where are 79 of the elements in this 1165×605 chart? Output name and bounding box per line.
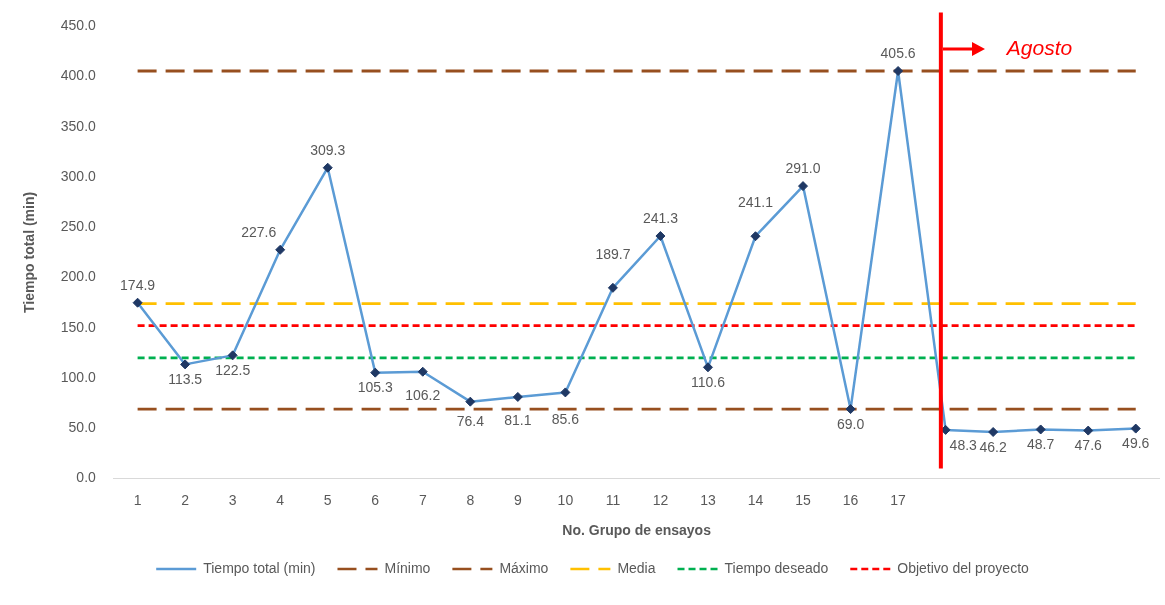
point (845, 404, 856, 415)
data-label: 46.2 (979, 438, 1007, 455)
point (893, 66, 904, 76)
x-tick-label: 16 (842, 491, 859, 508)
y-tick-label: 100.0 (60, 368, 97, 385)
data-label: 241.1 (737, 194, 774, 211)
data-label: 241.3 (642, 209, 679, 226)
ref-line-label: Agosto (1004, 36, 1073, 60)
data-label: 113.5 (168, 371, 203, 388)
x-tick-label: 9 (513, 491, 522, 508)
point (370, 367, 381, 378)
x-tick-label: 17 (890, 491, 907, 508)
point (465, 396, 476, 407)
data-label: 110.6 (690, 374, 726, 391)
x-tick-label: 10 (557, 491, 574, 508)
x-tick-label: 8 (466, 491, 475, 508)
y-tick-label: 400.0 (60, 67, 97, 84)
y-tick-label: 450.0 (60, 17, 97, 34)
point (417, 366, 428, 377)
point (560, 387, 571, 398)
data-label: 227.6 (241, 223, 277, 240)
y-tick-label: 350.0 (60, 117, 97, 134)
y-axis-title: Tiempo total (min) (21, 191, 38, 313)
legend-label: Máximo (499, 559, 549, 576)
data-label: 309.3 (310, 141, 346, 158)
data-label: 48.7 (1027, 436, 1055, 453)
data-label: 81.1 (504, 411, 532, 428)
legend-label: Media (617, 559, 656, 576)
data-label: 47.6 (1074, 437, 1103, 454)
point (702, 362, 713, 373)
x-tick-label: 12 (652, 491, 669, 508)
x-tick-label: 5 (323, 491, 332, 508)
x-tick-label: 2 (181, 491, 190, 508)
data-label: 76.4 (456, 412, 485, 429)
data-label: 291.0 (785, 159, 821, 176)
x-axis-title: No. Grupo de ensayos (562, 522, 712, 539)
x-tick-label: 14 (747, 491, 764, 508)
y-tick-label: 150.0 (60, 318, 97, 335)
point (1130, 423, 1141, 434)
data-label: 48.3 (949, 436, 978, 453)
legend-label: Objetivo del proyecto (897, 559, 1030, 576)
point (1083, 425, 1094, 436)
data-label: 189.7 (595, 245, 631, 262)
point (750, 231, 761, 242)
data-label: 405.6 (880, 44, 916, 61)
legend-label: Tiempo total (min) (203, 559, 316, 576)
x-tick-label: 6 (371, 491, 380, 508)
point (275, 244, 286, 255)
point (512, 391, 523, 402)
legend-label: Tiempo deseado (724, 559, 829, 576)
data-label: 122.5 (215, 362, 251, 379)
point (798, 181, 809, 192)
y-tick-label: 300.0 (60, 167, 97, 184)
legend-label: Mínimo (384, 559, 431, 576)
x-tick-label: 3 (228, 491, 237, 508)
point (1035, 424, 1046, 435)
x-tick-label: 13 (700, 491, 716, 508)
data-label: 85.6 (551, 411, 580, 428)
data-label: 49.6 (1122, 435, 1150, 452)
y-tick-label: 0.0 (76, 469, 97, 486)
x-tick-label: 4 (276, 491, 285, 508)
x-tick-label: 15 (795, 491, 812, 508)
point (322, 162, 333, 173)
x-tick-label: 11 (605, 491, 621, 508)
data-label: 69.0 (836, 415, 865, 432)
point (180, 359, 191, 370)
y-tick-label: 200.0 (60, 268, 97, 285)
x-tick-label: 7 (418, 491, 427, 508)
point (132, 297, 143, 308)
y-tick-label: 50.0 (68, 419, 97, 436)
point (607, 282, 618, 293)
point (227, 350, 238, 361)
x-tick-label: 1 (133, 491, 142, 508)
data-label: 106.2 (405, 386, 441, 403)
data-label: 105.3 (357, 379, 393, 396)
data-label: 174.9 (120, 276, 156, 293)
point (988, 427, 999, 437)
y-tick-label: 250.0 (60, 218, 97, 235)
point (655, 231, 666, 242)
